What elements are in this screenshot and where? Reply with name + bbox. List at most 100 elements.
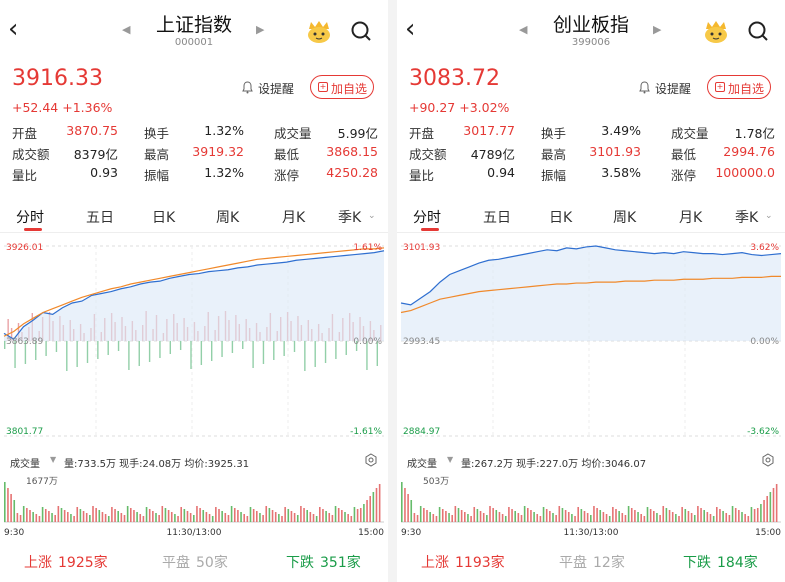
stat-value: 3868.15: [326, 144, 378, 159]
volume-bar: [423, 508, 425, 522]
volume-bar: [599, 510, 602, 522]
tab-period[interactable]: 周K: [216, 210, 240, 226]
volume-bar: [54, 515, 56, 522]
tab-period[interactable]: 日K: [152, 210, 176, 226]
volume-bar: [309, 512, 312, 522]
stat-value: 100000.0: [715, 165, 775, 180]
plus-icon: +: [318, 82, 328, 92]
volume-bar: [596, 508, 598, 522]
volume-bar: [271, 510, 274, 522]
back-icon[interactable]: ‹: [8, 14, 19, 44]
volume-bar: [123, 515, 126, 522]
tab-period[interactable]: 分时: [413, 210, 441, 226]
index-code: 000001: [174, 37, 214, 48]
price-area: [4, 250, 384, 341]
pct-axis-top: 3.62%: [750, 243, 779, 253]
volume-indicator-bar: 成交量 ▼ 量:733.5万 现手:24.08万 均价:3925.31: [0, 452, 388, 472]
tab-period[interactable]: 五日: [86, 210, 114, 226]
tab-period[interactable]: 季K: [735, 210, 759, 226]
volume-bar: [268, 508, 271, 522]
strength-bar: [24, 341, 27, 364]
volume-bar: [618, 511, 620, 522]
stat-label: 换手: [144, 126, 170, 141]
strength-bar: [304, 341, 306, 371]
search-icon[interactable]: [747, 20, 769, 42]
search-icon[interactable]: [350, 20, 372, 42]
volume-bar: [35, 514, 38, 522]
volume-bar: [712, 516, 715, 522]
volume-bar: [435, 516, 438, 522]
volume-bar: [608, 516, 611, 522]
stat-value: 0.94: [487, 165, 515, 180]
volume-bar: [656, 513, 658, 522]
settings-icon[interactable]: [761, 453, 775, 467]
volume-bar: [104, 514, 107, 522]
volume-bar: [189, 513, 192, 522]
stat-label: 成交额: [409, 147, 447, 162]
current-price: 3916.33: [12, 66, 103, 91]
next-index-icon[interactable]: ▶: [256, 23, 265, 36]
set-alert-button[interactable]: 设提醒: [238, 78, 302, 98]
mascot-icon[interactable]: [703, 20, 729, 44]
tab-period[interactable]: 月K: [679, 210, 703, 226]
caret-down-icon[interactable]: ▼: [447, 455, 454, 464]
volume-bar: [659, 515, 661, 522]
volume-bar: [41, 507, 44, 522]
settings-icon[interactable]: [364, 453, 378, 467]
strength-bar: [97, 341, 99, 359]
volume-bar: [344, 512, 346, 522]
volume-bar: [467, 514, 469, 522]
tab-period[interactable]: 季K: [338, 210, 362, 226]
volume-selector[interactable]: 成交量: [407, 459, 437, 470]
set-alert-button[interactable]: 设提醒: [635, 78, 699, 98]
tab-period[interactable]: 月K: [282, 210, 306, 226]
volume-bar: [7, 488, 9, 522]
volume-bar: [621, 513, 624, 522]
volume-bar: [451, 515, 453, 522]
volume-bar: [60, 508, 63, 522]
volume-bar: [10, 494, 12, 522]
tab-period[interactable]: 日K: [549, 210, 573, 226]
volume-bar: [445, 511, 447, 522]
price-change: +90.27 +3.02%: [409, 100, 510, 115]
up-label: 上涨: [24, 555, 52, 571]
volume-bar: [256, 511, 258, 522]
prev-index-icon[interactable]: ◀: [122, 23, 131, 36]
volume-bar: [233, 508, 236, 522]
volume-bar: [567, 512, 570, 522]
volume-bar: [605, 514, 608, 522]
volume-bar: [142, 516, 145, 522]
volume-bar: [350, 516, 353, 522]
caret-down-icon[interactable]: ▼: [50, 455, 57, 464]
volume-bar: [319, 507, 321, 522]
intraday-chart[interactable]: 3926.01 3863.89 3801.77 1.61% 0.00% -1.61%: [0, 236, 388, 446]
tab-period[interactable]: 分时: [16, 210, 44, 226]
volume-bar: [205, 512, 208, 522]
volume-bar: [401, 482, 403, 522]
volume-chart: 503万 9:30 11:30/13:00 15:00: [401, 477, 781, 538]
add-watchlist-button[interactable]: + 加自选: [310, 75, 374, 99]
tab-period[interactable]: 周K: [613, 210, 637, 226]
market-breadth: 上涨 1925家 平盘 50家 下跌 351家: [0, 546, 388, 576]
chevron-down-icon[interactable]: ⌄: [368, 211, 376, 221]
back-icon[interactable]: ‹: [405, 14, 416, 44]
intraday-chart[interactable]: 3101.93 2993.45 2884.97 3.62% 0.00% -3.62%: [397, 236, 785, 446]
chevron-down-icon[interactable]: ⌄: [765, 211, 773, 221]
stat-value: 1.32%: [204, 123, 244, 138]
stat-label: 开盘: [409, 126, 435, 141]
prev-index-icon[interactable]: ◀: [519, 23, 528, 36]
add-watchlist-button[interactable]: + 加自选: [707, 75, 771, 99]
volume-bar: [67, 512, 69, 522]
tab-period[interactable]: 五日: [483, 210, 511, 226]
volume-info: 量:733.5万 现手:24.08万 均价:3925.31: [64, 459, 250, 470]
volume-bar: [133, 510, 135, 522]
stat-label: 换手: [541, 126, 567, 141]
strength-bar: [10, 328, 13, 341]
volume-bar: [577, 507, 579, 522]
next-index-icon[interactable]: ▶: [653, 23, 662, 36]
volume-selector[interactable]: 成交量: [10, 459, 40, 470]
mascot-icon[interactable]: [306, 20, 332, 44]
volume-bar: [92, 506, 94, 522]
volume-bar: [252, 509, 255, 522]
volume-bar: [230, 506, 233, 522]
